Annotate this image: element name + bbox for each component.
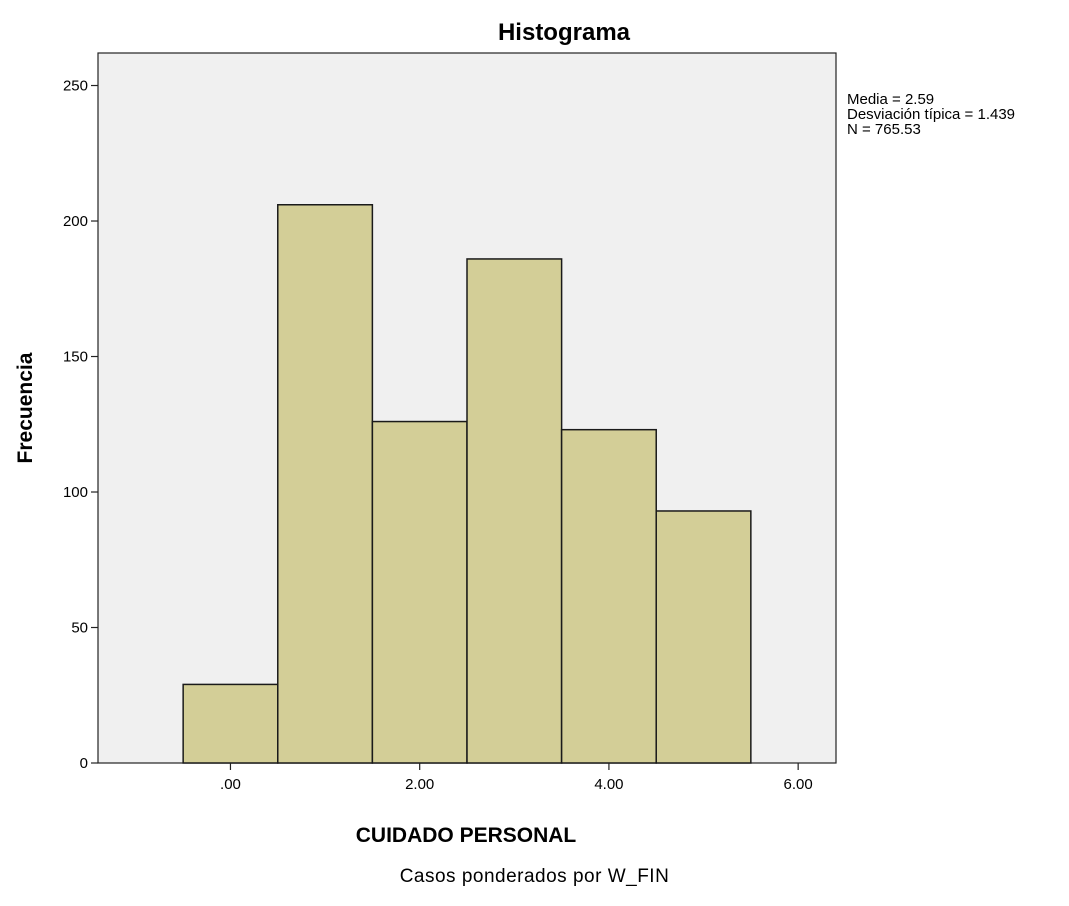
histogram-bar: [371, 420, 468, 764]
stats-n: N = 765.53: [847, 121, 921, 138]
x-tick-label: 4.00: [594, 776, 623, 793]
y-tick-label: 50: [71, 620, 88, 637]
y-tick-label: 150: [63, 349, 88, 366]
chart-title: Histograma: [498, 19, 631, 46]
stats-mean: Media = 2.59: [847, 91, 935, 108]
y-tick-label: 200: [63, 213, 88, 230]
stats-box: Media = 2.59 Desviación típica = 1.439 N…: [847, 92, 1015, 137]
histogram-bar: [466, 258, 563, 764]
x-tick-label: 2.00: [405, 776, 434, 793]
stats-std: Desviación típica = 1.439: [847, 106, 1016, 123]
x-tick-label: .00: [220, 776, 241, 793]
histogram-bar: [277, 204, 374, 764]
histogram-bar: [182, 683, 279, 764]
y-tick-label: 0: [80, 755, 88, 772]
y-tick-label: 100: [63, 484, 88, 501]
x-tick-label: 6.00: [784, 776, 813, 793]
x-axis-label: CUIDADO PERSONAL: [356, 824, 577, 847]
histogram-bar: [560, 428, 657, 764]
y-tick-label: 250: [63, 78, 88, 95]
weighting-footnote: Casos ponderados por W_FIN: [399, 866, 670, 887]
y-axis-label: Frecuencia: [14, 352, 37, 463]
histogram-bar: [655, 510, 752, 764]
